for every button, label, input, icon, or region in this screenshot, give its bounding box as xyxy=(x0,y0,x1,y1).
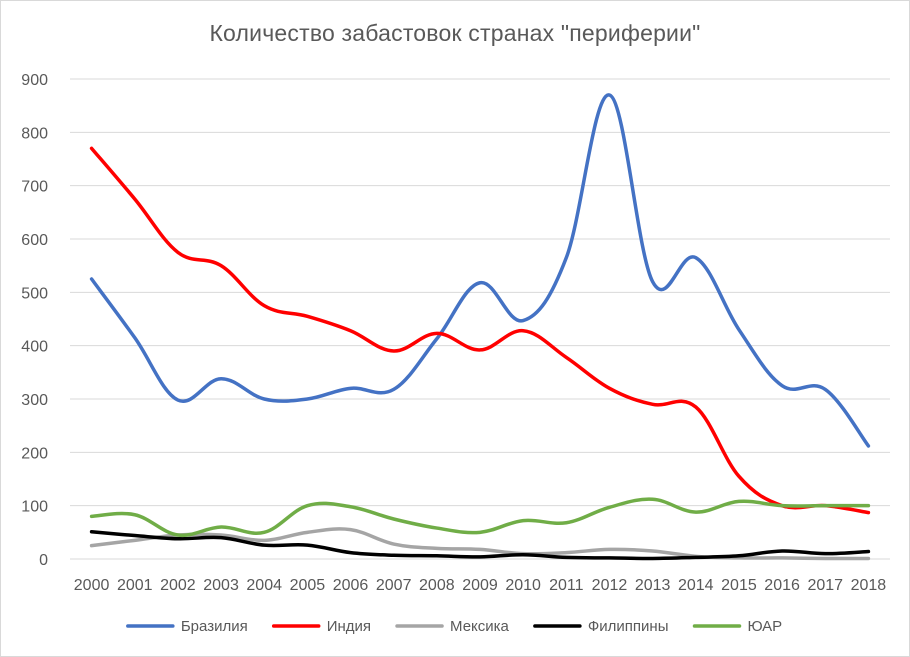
y-tick-label: 100 xyxy=(21,499,48,516)
series-lines xyxy=(89,93,871,561)
x-tick-label: 2015 xyxy=(721,577,757,594)
y-tick-label: 0 xyxy=(39,552,48,569)
x-tick-label: 2004 xyxy=(246,577,282,594)
x-tick-label: 2000 xyxy=(74,577,110,594)
x-tick-label: 2008 xyxy=(419,577,455,594)
legend-item-1: Индия xyxy=(271,618,371,635)
x-tick-label: 2017 xyxy=(807,577,843,594)
gridlines xyxy=(70,78,890,507)
x-tick-label: 2002 xyxy=(160,577,196,594)
x-tick-label: 2009 xyxy=(462,577,498,594)
legend: Бразилия Индия Мексика Филиппины ЮАР xyxy=(126,618,783,635)
y-tick-label: 500 xyxy=(21,285,48,302)
x-tick-label: 2012 xyxy=(592,577,628,594)
y-tick-label: 600 xyxy=(21,232,48,249)
series-2-line xyxy=(89,527,871,561)
legend-item-0: Бразилия xyxy=(126,618,248,635)
x-tick-label: 2003 xyxy=(203,577,239,594)
legend-item-4: ЮАР xyxy=(692,618,783,635)
x-tick-label: 2013 xyxy=(635,577,671,594)
chart-title: Количество забастовок странах "периферии… xyxy=(209,20,701,46)
x-tick-label: 2007 xyxy=(376,577,412,594)
x-tick-label: 2010 xyxy=(505,577,541,594)
y-tick-label: 200 xyxy=(21,445,48,462)
x-tick-label: 2006 xyxy=(333,577,369,594)
y-tick-label: 300 xyxy=(21,392,48,409)
y-tick-label: 900 xyxy=(21,72,48,89)
legend-label: ЮАР xyxy=(748,618,783,635)
x-tick-label: 2001 xyxy=(117,577,153,594)
series-3-line xyxy=(89,530,871,561)
legend-label: Филиппины xyxy=(588,618,669,635)
x-tick-label: 2014 xyxy=(678,577,714,594)
legend-label: Мексика xyxy=(450,618,510,635)
y-tick-label: 400 xyxy=(21,339,48,356)
series-1-line xyxy=(89,146,871,515)
legend-item-3: Филиппины xyxy=(533,618,669,635)
axes: 0 100 200 300 400 500 600 700 800 900 2000 2001 2002… xyxy=(21,72,890,594)
x-tick-label: 2005 xyxy=(290,577,326,594)
series-0-line xyxy=(89,93,871,448)
x-tick-label: 2016 xyxy=(764,577,800,594)
legend-item-2: Мексика xyxy=(395,618,510,635)
legend-label: Индия xyxy=(327,618,371,635)
series-4-line xyxy=(89,497,871,538)
y-tick-label: 800 xyxy=(21,125,48,142)
x-tick-label: 2018 xyxy=(851,577,887,594)
y-tick-label: 700 xyxy=(21,179,48,196)
legend-label: Бразилия xyxy=(181,618,248,635)
x-tick-label: 2011 xyxy=(549,577,584,594)
